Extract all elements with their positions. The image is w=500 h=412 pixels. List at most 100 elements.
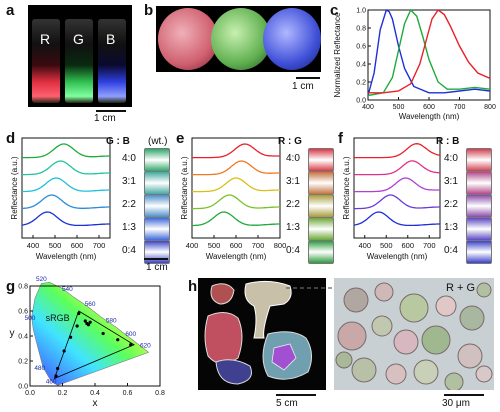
series-line-2 [368, 9, 491, 94]
panel-letter-c: c [330, 2, 339, 19]
vials-photo: R G B [28, 5, 132, 107]
microscope-photo: R + G [334, 278, 494, 390]
sphere-red [158, 8, 218, 70]
droplet [459, 305, 485, 331]
x-tick-label: 800 [274, 241, 287, 250]
x-tick-label: 400 [362, 104, 374, 111]
wavelength-label: 500 [25, 315, 36, 322]
x-axis-label: x [93, 398, 98, 409]
header-f: R : B [436, 136, 460, 147]
panel-letter-f: f [338, 130, 343, 147]
data-point [83, 319, 87, 323]
x-tick-label: 700 [93, 241, 106, 250]
wavelength-label: 580 [106, 317, 117, 324]
data-point [129, 343, 133, 347]
droplet [343, 287, 369, 313]
color-swatch [308, 148, 334, 172]
y-tick-label: 0.2 [356, 80, 366, 87]
y-tick-label: 0.8 [18, 284, 28, 291]
vial-green [65, 19, 93, 103]
ratio-label: 0:4 [286, 245, 300, 256]
droplet [421, 325, 451, 355]
chart-g: 0.0 0.2 0.4 0.6 0.8 0.0 0.2 0.4 0.6 0.8 x y sRGB 520 5… [10, 276, 165, 409]
x-axis-label: Wavelength (nm) [367, 252, 428, 261]
shape-blue [215, 359, 252, 385]
ratio-label: 1:3 [444, 222, 458, 233]
color-swatch [308, 240, 334, 264]
data-point [116, 338, 120, 342]
series-line-0 [354, 143, 441, 159]
shape-cup [244, 280, 292, 339]
droplet [337, 321, 367, 351]
droplet [457, 343, 483, 369]
series-line-1 [22, 160, 110, 176]
ratio-label: 3:1 [286, 176, 300, 187]
color-swatch [466, 240, 492, 264]
x-tick-label: 800 [484, 104, 496, 111]
panel-letter-b: b [144, 2, 154, 19]
y-axis-label: Normalized Reflectance [333, 12, 342, 97]
panel-letter-h: h [188, 278, 198, 295]
vial-red [32, 19, 60, 103]
scale-bar-h-left [276, 394, 316, 396]
chart-d: 400 500 600 700 Wavelength (nm) Reflectance (… [10, 137, 111, 261]
x-axis-label: Wavelength (nm) [399, 112, 460, 121]
ratio-label: 0:4 [122, 245, 136, 256]
data-point [75, 324, 79, 328]
y-tick-label: 0.0 [18, 384, 28, 391]
series-line-1 [367, 8, 491, 97]
series-line-4 [192, 211, 280, 227]
droplet [335, 351, 353, 369]
data-point [101, 331, 105, 336]
header-e: R : G [278, 136, 302, 147]
x-tick-label: 600 [423, 104, 435, 111]
srgb-label: sRGB [46, 313, 70, 323]
droplet [444, 372, 464, 390]
ratio-label: 1:3 [122, 222, 136, 233]
spheres-photo [156, 6, 321, 72]
wavelength-label: 540 [62, 286, 73, 293]
droplet [399, 293, 429, 323]
panel-letter-e: e [176, 130, 185, 147]
x-tick-label: 0.8 [155, 390, 165, 397]
sphere-green [211, 8, 271, 70]
color-swatch [308, 171, 334, 195]
x-tick-label: 500 [208, 241, 221, 250]
color-swatch [144, 194, 170, 218]
droplet [374, 282, 394, 302]
series-line-1 [192, 160, 280, 176]
color-swatch [308, 217, 334, 241]
color-swatch [144, 171, 170, 195]
droplet [476, 282, 492, 298]
x-tick-label: 400 [186, 241, 199, 250]
droplet [413, 359, 439, 385]
y-tick-label: 0.8 [356, 26, 366, 33]
x-tick-label: 0.2 [58, 390, 68, 397]
data-point [85, 321, 89, 326]
ratio-label: 2:2 [122, 199, 136, 210]
y-axis-label: y [10, 328, 15, 339]
color-swatch [466, 217, 492, 241]
ratio-label: 3:1 [444, 176, 458, 187]
color-swatch [144, 240, 170, 264]
vial-label-r: R [40, 31, 51, 47]
scale-label-b: 1 cm [292, 81, 314, 92]
wavelength-label: 460 [46, 379, 57, 386]
chart-c: 400 500 600 700 800 0.0 0.2 0.4 0.6 0.8 1.0 Wavelen… [333, 8, 496, 122]
shapes-photo [198, 278, 326, 390]
vial-label-g: G [73, 31, 84, 47]
wavelength-label: 560 [85, 301, 96, 308]
chart-e: 400 500 600 700 800 Wavelength (nm) Reflectanc… [180, 137, 287, 261]
scale-label-d: 1 cm [146, 262, 168, 273]
scale-bar-h-right [444, 394, 484, 396]
panel-letter-a: a [6, 2, 15, 19]
data-point [88, 320, 92, 324]
series-line-2 [21, 177, 110, 193]
y-axis-label: Reflectance (a.u.) [180, 156, 189, 219]
ratio-label: 0:4 [444, 245, 458, 256]
x-tick-label: 500 [380, 241, 393, 250]
color-swatch [466, 148, 492, 172]
panel-letter-g: g [6, 278, 16, 295]
droplet [393, 329, 419, 355]
x-tick-label: 600 [71, 241, 84, 250]
